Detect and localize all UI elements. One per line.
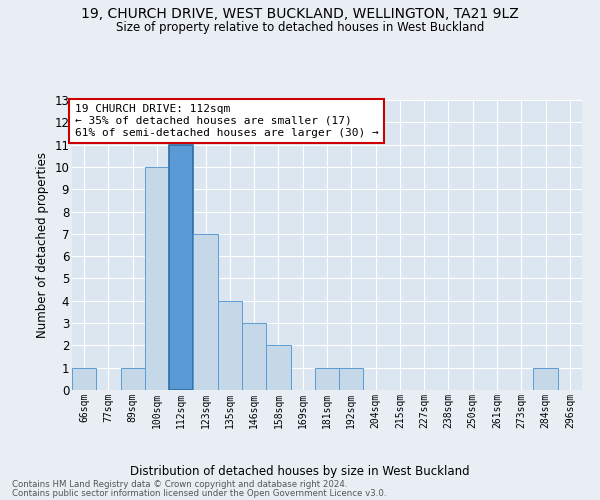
Bar [266, 346, 290, 390]
Bar [218, 301, 242, 390]
Y-axis label: Number of detached properties: Number of detached properties [35, 152, 49, 338]
Bar [169, 144, 193, 390]
Bar [145, 167, 169, 390]
Text: Distribution of detached houses by size in West Buckland: Distribution of detached houses by size … [130, 464, 470, 477]
Bar [242, 323, 266, 390]
Bar [72, 368, 96, 390]
Text: 19 CHURCH DRIVE: 112sqm
← 35% of detached houses are smaller (17)
61% of semi-de: 19 CHURCH DRIVE: 112sqm ← 35% of detache… [74, 104, 379, 138]
Text: Contains public sector information licensed under the Open Government Licence v3: Contains public sector information licen… [12, 489, 386, 498]
Bar [193, 234, 218, 390]
Bar [339, 368, 364, 390]
Bar [121, 368, 145, 390]
Bar [315, 368, 339, 390]
Text: 19, CHURCH DRIVE, WEST BUCKLAND, WELLINGTON, TA21 9LZ: 19, CHURCH DRIVE, WEST BUCKLAND, WELLING… [81, 8, 519, 22]
Text: Size of property relative to detached houses in West Buckland: Size of property relative to detached ho… [116, 22, 484, 35]
Bar [533, 368, 558, 390]
Text: Contains HM Land Registry data © Crown copyright and database right 2024.: Contains HM Land Registry data © Crown c… [12, 480, 347, 489]
